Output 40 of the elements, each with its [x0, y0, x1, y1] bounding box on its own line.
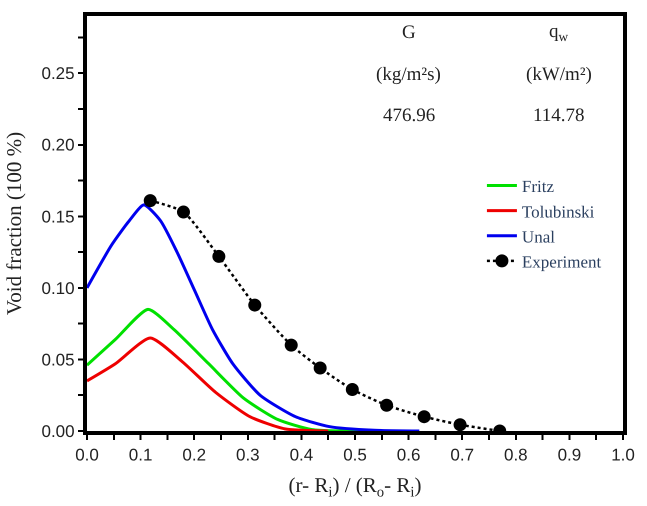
y-tick-label: 0.25 — [42, 64, 75, 84]
x-tick-label: 0.1 — [128, 445, 152, 464]
y-tick-label: 0.00 — [42, 422, 75, 441]
x-tick-label: 0.9 — [558, 445, 582, 464]
text: 1.0 — [611, 445, 635, 464]
annotation: (kW/m²) — [526, 64, 592, 85]
point — [454, 418, 467, 431]
legend-label: Tolubinski — [522, 202, 595, 222]
annotation: G — [402, 22, 416, 43]
legend-label: Fritz — [522, 177, 554, 196]
point — [314, 362, 327, 375]
text: 0.0 — [75, 445, 99, 464]
x-axis-title: (r- R$_{i}$) / (R$_{o}$- R$_{i}$) — [288, 473, 422, 501]
legend-label: Experiment — [522, 252, 602, 272]
annotation: 114.78 — [533, 105, 585, 126]
y-axis-title: Void fraction (100 %) — [2, 132, 26, 316]
point — [418, 410, 431, 424]
line-series — [87, 336, 330, 431]
y-tick-label: 0.10 — [42, 278, 75, 298]
y-tick-label: 0.05 — [42, 350, 75, 370]
annotation: 476.96 — [383, 105, 436, 126]
y-tick-label: 0.15 — [42, 207, 75, 226]
x-tick-label: 0.5 — [343, 445, 367, 464]
point — [284, 338, 298, 352]
x-tick-label: 0.4 — [290, 445, 314, 464]
point — [248, 298, 262, 312]
point — [212, 250, 226, 263]
point — [346, 383, 359, 396]
point — [380, 398, 394, 412]
x-tick-label: 0.6 — [396, 445, 420, 464]
x-tick-label: 0.7 — [450, 445, 474, 464]
legend-label: Unal — [522, 227, 556, 246]
annotation: q$_{w}$ — [549, 21, 568, 44]
x-tick-label: 0.3 — [236, 445, 260, 464]
annotation: (kg/m²s) — [376, 64, 441, 85]
x-tick-label: 0.2 — [182, 445, 206, 464]
point — [144, 194, 157, 208]
point — [176, 206, 190, 219]
y-tick-label: 0.20 — [42, 136, 75, 155]
x-tick-label: 0.8 — [504, 445, 528, 464]
